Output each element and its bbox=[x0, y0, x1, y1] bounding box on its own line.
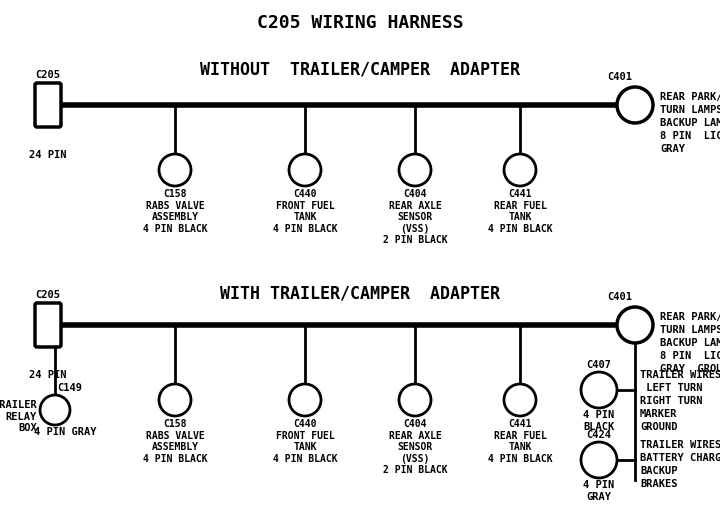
Text: C407: C407 bbox=[587, 360, 611, 370]
Circle shape bbox=[159, 154, 191, 186]
Text: 8 PIN  LICENSE LAMPS: 8 PIN LICENSE LAMPS bbox=[660, 351, 720, 361]
Text: TURN LAMPS: TURN LAMPS bbox=[660, 105, 720, 115]
Circle shape bbox=[159, 384, 191, 416]
Text: C424: C424 bbox=[587, 430, 611, 440]
Circle shape bbox=[399, 384, 431, 416]
FancyBboxPatch shape bbox=[35, 83, 61, 127]
Text: GRAY: GRAY bbox=[660, 144, 685, 154]
Circle shape bbox=[617, 307, 653, 343]
Circle shape bbox=[504, 154, 536, 186]
Text: 24 PIN: 24 PIN bbox=[30, 370, 67, 380]
Text: C404
REAR AXLE
SENSOR
(VSS)
2 PIN BLACK: C404 REAR AXLE SENSOR (VSS) 2 PIN BLACK bbox=[383, 189, 447, 246]
FancyBboxPatch shape bbox=[35, 303, 61, 347]
Text: BACKUP LAMPS: BACKUP LAMPS bbox=[660, 338, 720, 348]
Text: C401: C401 bbox=[608, 72, 632, 82]
Text: C440
FRONT FUEL
TANK
4 PIN BLACK: C440 FRONT FUEL TANK 4 PIN BLACK bbox=[273, 419, 337, 464]
Text: 24 PIN: 24 PIN bbox=[30, 150, 67, 160]
Text: LEFT TURN: LEFT TURN bbox=[640, 383, 703, 393]
Text: TRAILER
RELAY
BOX: TRAILER RELAY BOX bbox=[0, 400, 37, 433]
Text: BRAKES: BRAKES bbox=[640, 479, 678, 489]
Circle shape bbox=[289, 154, 321, 186]
Text: TRAILER WIRES: TRAILER WIRES bbox=[640, 370, 720, 380]
Text: C205: C205 bbox=[35, 290, 60, 300]
Text: C404
REAR AXLE
SENSOR
(VSS)
2 PIN BLACK: C404 REAR AXLE SENSOR (VSS) 2 PIN BLACK bbox=[383, 419, 447, 476]
Text: C205: C205 bbox=[35, 70, 60, 80]
Text: 4 PIN
BLACK: 4 PIN BLACK bbox=[583, 410, 615, 432]
Text: WITHOUT  TRAILER/CAMPER  ADAPTER: WITHOUT TRAILER/CAMPER ADAPTER bbox=[200, 60, 520, 78]
Circle shape bbox=[581, 442, 617, 478]
Circle shape bbox=[581, 372, 617, 408]
Text: REAR PARK/STOP: REAR PARK/STOP bbox=[660, 312, 720, 322]
Circle shape bbox=[40, 395, 70, 425]
Text: REAR PARK/STOP: REAR PARK/STOP bbox=[660, 92, 720, 102]
Text: RIGHT TURN: RIGHT TURN bbox=[640, 396, 703, 406]
Text: C205 WIRING HARNESS: C205 WIRING HARNESS bbox=[257, 14, 463, 32]
Circle shape bbox=[399, 154, 431, 186]
Text: C401: C401 bbox=[608, 292, 632, 302]
Text: C149: C149 bbox=[58, 383, 83, 393]
Text: MARKER: MARKER bbox=[640, 409, 678, 419]
Circle shape bbox=[504, 384, 536, 416]
Text: GRAY  GROUND: GRAY GROUND bbox=[660, 364, 720, 374]
Text: C441
REAR FUEL
TANK
4 PIN BLACK: C441 REAR FUEL TANK 4 PIN BLACK bbox=[487, 419, 552, 464]
Text: C440
FRONT FUEL
TANK
4 PIN BLACK: C440 FRONT FUEL TANK 4 PIN BLACK bbox=[273, 189, 337, 234]
Circle shape bbox=[289, 384, 321, 416]
Text: BATTERY CHARGE: BATTERY CHARGE bbox=[640, 453, 720, 463]
Circle shape bbox=[617, 87, 653, 123]
Text: C158
RABS VALVE
ASSEMBLY
4 PIN BLACK: C158 RABS VALVE ASSEMBLY 4 PIN BLACK bbox=[143, 419, 207, 464]
Text: BACKUP: BACKUP bbox=[640, 466, 678, 476]
Text: 4 PIN GRAY: 4 PIN GRAY bbox=[34, 427, 96, 437]
Text: C158
RABS VALVE
ASSEMBLY
4 PIN BLACK: C158 RABS VALVE ASSEMBLY 4 PIN BLACK bbox=[143, 189, 207, 234]
Text: TURN LAMPS: TURN LAMPS bbox=[660, 325, 720, 335]
Text: 4 PIN
GRAY: 4 PIN GRAY bbox=[583, 480, 615, 501]
Text: GROUND: GROUND bbox=[640, 422, 678, 432]
Text: C441
REAR FUEL
TANK
4 PIN BLACK: C441 REAR FUEL TANK 4 PIN BLACK bbox=[487, 189, 552, 234]
Text: BACKUP LAMPS: BACKUP LAMPS bbox=[660, 118, 720, 128]
Text: WITH TRAILER/CAMPER  ADAPTER: WITH TRAILER/CAMPER ADAPTER bbox=[220, 285, 500, 303]
Text: TRAILER WIRES: TRAILER WIRES bbox=[640, 440, 720, 450]
Text: 8 PIN  LICENSE LAMPS: 8 PIN LICENSE LAMPS bbox=[660, 131, 720, 141]
